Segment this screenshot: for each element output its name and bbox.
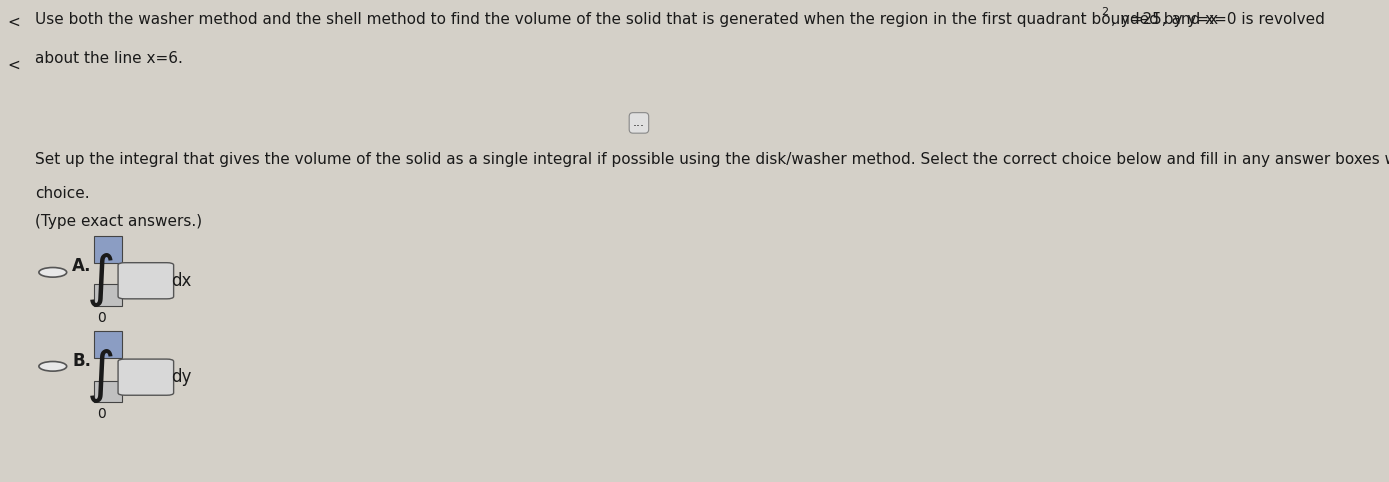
Text: B.: B. (72, 351, 92, 370)
Text: choice.: choice. (35, 186, 89, 201)
Text: A.: A. (72, 257, 92, 275)
Text: Set up the integral that gives the volume of the solid as a single integral if p: Set up the integral that gives the volum… (35, 152, 1389, 167)
Text: dx: dx (171, 271, 192, 290)
Text: , y=25, and x=0 is revolved: , y=25, and x=0 is revolved (1111, 12, 1325, 27)
Text: <: < (7, 14, 19, 29)
Text: ...: ... (633, 117, 644, 129)
Text: 0: 0 (97, 407, 106, 421)
Text: about the line x=6.: about the line x=6. (35, 51, 182, 66)
Text: 0: 0 (97, 311, 106, 325)
Text: <: < (7, 58, 19, 73)
Text: $\int$: $\int$ (86, 347, 114, 405)
Text: $\int$: $\int$ (86, 251, 114, 308)
Text: dy: dy (171, 368, 192, 386)
Text: (Type exact answers.): (Type exact answers.) (35, 214, 201, 229)
Text: 2: 2 (1101, 7, 1108, 17)
Text: Use both the washer method and the shell method to find the volume of the solid : Use both the washer method and the shell… (35, 12, 1218, 27)
